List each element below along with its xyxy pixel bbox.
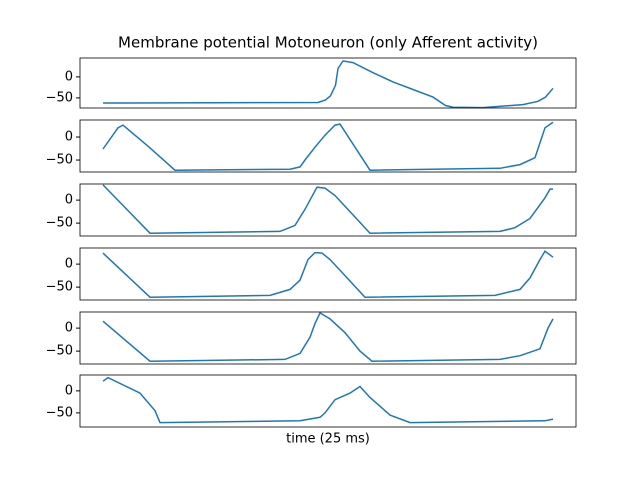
line: [102, 250, 554, 298]
line: [102, 121, 554, 171]
y-tick-label: −50: [46, 280, 73, 295]
axes-frame: [79, 57, 577, 109]
y-tick-label: 0: [65, 193, 73, 208]
y-tick-label: 0: [65, 69, 73, 84]
y-tick-label: −50: [46, 153, 73, 168]
line: [102, 376, 554, 424]
axes-frame: [79, 183, 577, 237]
y-tick-label: −50: [46, 216, 73, 231]
line: [102, 60, 554, 109]
chart-title: Membrane potential Motoneuron (only Affe…: [118, 34, 538, 52]
axes-frame: [79, 374, 577, 428]
line: [102, 184, 553, 234]
y-tick-label: 0: [65, 321, 73, 336]
y-tick-label: −50: [46, 90, 73, 105]
y-tick-label: 0: [65, 130, 73, 145]
y-tick-label: 0: [65, 257, 73, 272]
y-tick-label: −50: [46, 344, 73, 359]
line: [102, 311, 554, 362]
x-axis-label: time (25 ms): [286, 432, 370, 447]
y-tick-label: 0: [65, 383, 73, 398]
axes-frame: [79, 311, 577, 365]
axes-frame: [79, 119, 577, 173]
y-tick-label: −50: [46, 405, 73, 420]
axes-frame: [79, 247, 577, 301]
